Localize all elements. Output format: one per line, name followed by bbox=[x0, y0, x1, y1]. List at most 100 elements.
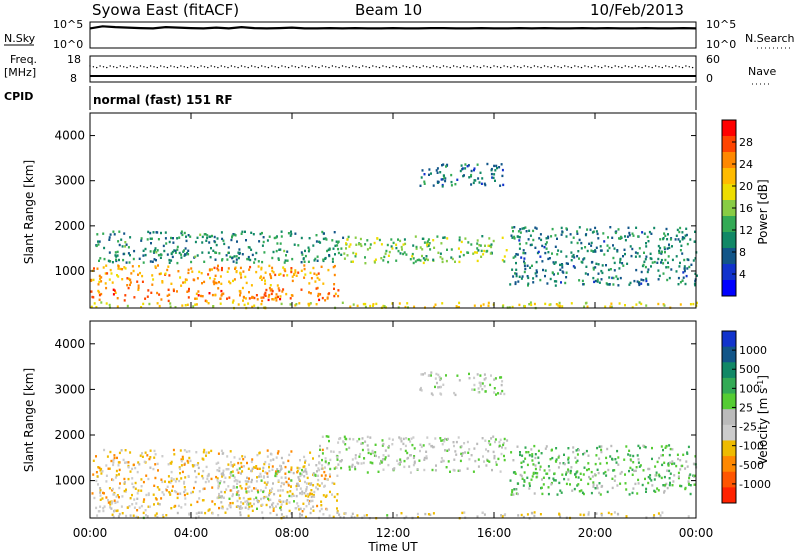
heatmap-cell bbox=[109, 260, 112, 263]
heatmap-cell bbox=[545, 241, 548, 244]
heatmap-cell bbox=[142, 480, 145, 484]
heatmap-cell bbox=[279, 242, 282, 245]
heatmap-cell bbox=[136, 492, 139, 495]
heatmap-cell bbox=[118, 496, 120, 499]
heatmap-cell bbox=[689, 484, 692, 487]
heatmap-cell bbox=[170, 252, 173, 256]
heatmap-cell bbox=[135, 502, 138, 505]
heatmap-cell bbox=[445, 165, 447, 168]
heatmap-cell bbox=[441, 164, 443, 167]
noise-left-tick-bottom: 10^0 bbox=[53, 38, 83, 51]
heatmap-cell bbox=[185, 278, 188, 282]
heatmap-cell bbox=[428, 168, 431, 171]
heatmap-cell bbox=[676, 228, 679, 232]
heatmap-cell bbox=[386, 243, 389, 247]
heatmap-cell bbox=[169, 462, 172, 465]
heatmap-cell bbox=[295, 484, 298, 488]
freq-point bbox=[217, 66, 219, 69]
heatmap-cell bbox=[567, 447, 570, 450]
heatmap-cell bbox=[166, 294, 169, 297]
heatmap-cell bbox=[445, 466, 448, 469]
heatmap-cell bbox=[675, 270, 678, 273]
heatmap-cell bbox=[205, 451, 208, 454]
heatmap-cell bbox=[480, 182, 483, 185]
heatmap-cell bbox=[557, 249, 560, 252]
heatmap-cell bbox=[228, 497, 231, 500]
heatmap-cell bbox=[612, 256, 615, 260]
heatmap-cell bbox=[308, 463, 310, 466]
heatmap-cell bbox=[155, 231, 158, 234]
freq-point bbox=[234, 66, 236, 68]
colorbar-swatch bbox=[722, 456, 736, 473]
heatmap-cell bbox=[646, 235, 649, 239]
heatmap-cell bbox=[426, 243, 429, 246]
heatmap-cell bbox=[426, 241, 429, 244]
heatmap-cell bbox=[100, 467, 103, 471]
heatmap-cell bbox=[675, 255, 678, 258]
heatmap-cell bbox=[619, 482, 622, 485]
heatmap-cell bbox=[575, 461, 578, 464]
heatmap-cell bbox=[540, 486, 543, 489]
heatmap-cell bbox=[407, 438, 410, 441]
heatmap-cell bbox=[679, 249, 682, 252]
heatmap-cell bbox=[582, 513, 585, 517]
heatmap-cell bbox=[364, 262, 367, 265]
heatmap-cell bbox=[624, 252, 626, 256]
heatmap-cell bbox=[102, 266, 105, 269]
heatmap-cell bbox=[148, 505, 151, 508]
heatmap-cell bbox=[112, 458, 115, 462]
heatmap-cell bbox=[611, 276, 614, 280]
heatmap-cell bbox=[212, 280, 215, 284]
heatmap-cell bbox=[151, 274, 154, 277]
freq-point bbox=[412, 65, 414, 67]
heatmap-cell bbox=[533, 444, 536, 448]
freq-point bbox=[247, 66, 249, 69]
heatmap-cell bbox=[442, 163, 445, 166]
heatmap-cell bbox=[617, 463, 620, 466]
heatmap-cell bbox=[134, 481, 137, 485]
heatmap-cell bbox=[479, 383, 482, 387]
heatmap-cell bbox=[454, 183, 457, 186]
heatmap-cell bbox=[490, 437, 493, 440]
freq-left-label-1: Freq. bbox=[10, 53, 37, 66]
heatmap-cell bbox=[548, 257, 551, 260]
heatmap-cell bbox=[114, 501, 117, 504]
heatmap-cell bbox=[161, 455, 164, 458]
heatmap-cell bbox=[287, 470, 290, 474]
heatmap-cell bbox=[464, 163, 467, 166]
heatmap-cell bbox=[635, 268, 638, 272]
heatmap-cell bbox=[632, 487, 635, 490]
heatmap-cell bbox=[321, 464, 324, 467]
heatmap-cell bbox=[493, 164, 496, 168]
freq-point bbox=[665, 65, 667, 67]
heatmap-cell bbox=[98, 298, 101, 301]
heatmap-cell bbox=[528, 487, 531, 490]
heatmap-cell bbox=[306, 476, 309, 480]
heatmap-cell bbox=[523, 270, 526, 274]
heatmap-cell bbox=[180, 458, 183, 461]
heatmap-cell bbox=[545, 247, 548, 250]
heatmap-cell bbox=[656, 261, 659, 264]
heatmap-cell bbox=[563, 477, 566, 481]
heatmap-cell bbox=[262, 466, 265, 470]
heatmap-cell bbox=[572, 446, 575, 449]
heatmap-cell bbox=[684, 467, 687, 470]
heatmap-cell bbox=[170, 470, 173, 474]
heatmap-cell bbox=[421, 237, 424, 240]
freq-point bbox=[628, 66, 630, 68]
heatmap-cell bbox=[183, 493, 186, 497]
heatmap-cell bbox=[227, 463, 230, 466]
heatmap-cell bbox=[242, 496, 245, 500]
heatmap-cell bbox=[683, 237, 686, 240]
heatmap-cell bbox=[255, 480, 258, 483]
heatmap-cell bbox=[356, 304, 359, 307]
heatmap-cell bbox=[674, 238, 677, 241]
colorbar-swatch bbox=[722, 471, 736, 488]
heatmap-cell bbox=[473, 179, 476, 182]
time-axis: 00:00 04:00 08:00 12:00 16:00 20:00 00:00 bbox=[73, 113, 713, 540]
heatmap-cell bbox=[533, 492, 536, 495]
heatmap-cell bbox=[422, 444, 425, 447]
colorbar-swatch bbox=[722, 346, 736, 363]
heatmap-cell bbox=[251, 509, 254, 512]
heatmap-cell bbox=[271, 289, 274, 293]
